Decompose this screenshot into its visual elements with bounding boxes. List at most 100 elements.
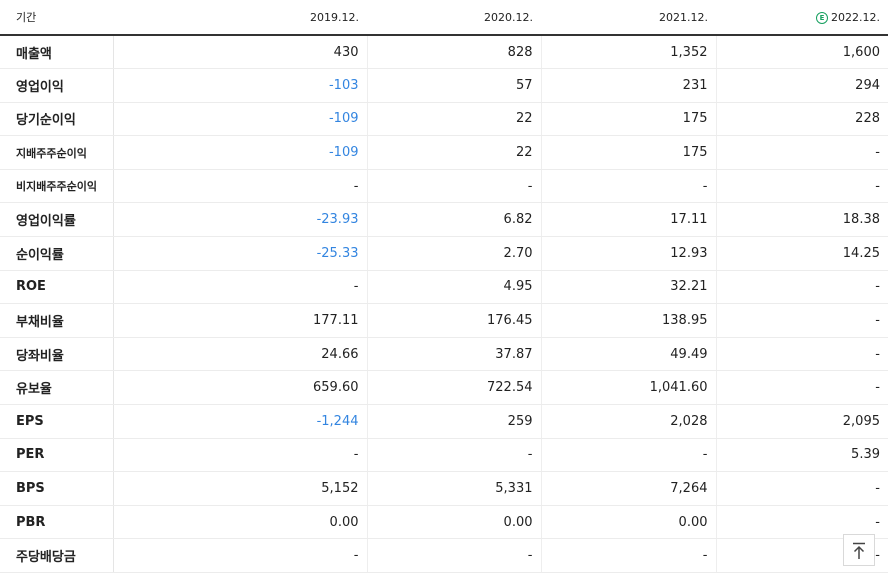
value-cell: 138.95 — [540, 303, 716, 338]
value-cell: - — [715, 505, 888, 540]
value-cell: 18.38 — [715, 202, 888, 238]
estimate-icon: E — [816, 11, 829, 24]
value-cell: 32.21 — [540, 270, 716, 305]
value-cell: 2,095 — [715, 404, 888, 439]
table-row: 지배주주순이익 -109 22 175- — [0, 135, 888, 170]
value-cell: 7,264 — [540, 471, 716, 506]
row-label: 영업이익 — [0, 68, 114, 103]
value-cell: - — [715, 303, 888, 338]
value-cell: - — [366, 169, 541, 204]
row-label: 영업이익률 — [0, 202, 114, 238]
value-cell: 828 — [366, 35, 541, 70]
row-label: 매출액 — [0, 35, 114, 70]
table-row: EPS -1,244 259 2,028 2,095 — [0, 404, 888, 439]
table-row: 당기순이익 -109 22 175 228 — [0, 102, 888, 137]
value-cell: 17.11 — [540, 202, 716, 238]
value-cell: - — [540, 538, 716, 573]
value-cell: - — [112, 438, 367, 473]
period-header-2022-label: 2022.12. — [831, 10, 880, 24]
value-cell: 1,041.60 — [540, 370, 716, 406]
value-cell: 24.66 — [112, 337, 367, 372]
value-cell: -23.93 — [112, 202, 367, 238]
scroll-top-button[interactable] — [843, 534, 875, 566]
value-cell: 6.82 — [366, 202, 541, 238]
value-cell: 2.70 — [366, 236, 541, 271]
value-cell: 231 — [540, 68, 716, 103]
value-cell: 22 — [366, 135, 541, 170]
row-label: 당좌비율 — [0, 337, 114, 372]
value-cell: 294 — [715, 68, 888, 103]
value-cell: - — [715, 169, 888, 204]
row-label: 주당배당금 — [0, 538, 114, 573]
value-cell: 1,352 — [540, 35, 716, 70]
table-row: 당좌비율 24.66 37.87 49.49- — [0, 337, 888, 372]
value-cell: - — [715, 135, 888, 170]
value-cell: - — [112, 270, 367, 305]
value-cell: 5,152 — [112, 471, 367, 506]
value-cell: 2,028 — [540, 404, 716, 439]
value-cell: - — [540, 438, 716, 473]
value-cell: 722.54 — [366, 370, 541, 406]
table-row: 영업이익률 -23.93 6.82 17.11 18.38 — [0, 202, 888, 238]
value-cell: 5,331 — [366, 471, 541, 506]
row-label: BPS — [0, 471, 114, 506]
value-cell: 659.60 — [112, 370, 367, 406]
table-row: 주당배당금 - - - - — [0, 538, 888, 573]
value-cell: 5.39 — [715, 438, 888, 473]
table-row: PBR 0.00 0.00 0.00- — [0, 505, 888, 540]
value-cell: 22 — [366, 102, 541, 137]
value-cell: - — [112, 169, 367, 204]
row-label: 부채비율 — [0, 303, 114, 338]
value-cell: -109 — [112, 135, 367, 170]
value-cell: 12.93 — [540, 236, 716, 271]
table-row: BPS 5,152 5,331 7,264- — [0, 471, 888, 506]
table-row: 영업이익 -103 57 231 294 — [0, 68, 888, 103]
period-header-2022-estimate: E 2022.12. — [716, 0, 888, 36]
value-cell: - — [715, 370, 888, 406]
value-cell: - — [715, 270, 888, 305]
table-row: 유보율 659.60 722.54 1,041.60- — [0, 370, 888, 406]
value-cell: -109 — [112, 102, 367, 137]
value-cell: 1,600 — [715, 35, 888, 70]
value-cell: 177.11 — [112, 303, 367, 338]
value-cell: - — [366, 438, 541, 473]
period-header-2019: 2019.12. — [113, 0, 367, 36]
period-header-label: 기간 — [0, 0, 113, 36]
value-cell: 228 — [715, 102, 888, 137]
value-cell: - — [540, 169, 716, 204]
value-cell: - — [715, 471, 888, 506]
value-cell: - — [715, 538, 888, 573]
row-label: PER — [0, 438, 114, 473]
value-cell: - — [366, 538, 541, 573]
row-label: 유보율 — [0, 370, 114, 406]
row-label: PBR — [0, 505, 114, 540]
value-cell: - — [112, 538, 367, 573]
value-cell: 57 — [366, 68, 541, 103]
value-cell: 259 — [366, 404, 541, 439]
value-cell: 0.00 — [540, 505, 716, 540]
value-cell: 175 — [540, 135, 716, 170]
row-label: 순이익률 — [0, 236, 114, 271]
value-cell: -103 — [112, 68, 367, 103]
table-row: 매출액 430 828 1,352 1,600 — [0, 35, 888, 70]
value-cell: 175 — [540, 102, 716, 137]
table-row: 비지배주주순이익 - - - - — [0, 169, 888, 204]
row-label: 당기순이익 — [0, 102, 114, 137]
value-cell: 4.95 — [366, 270, 541, 305]
row-label: EPS — [0, 404, 114, 439]
period-header-2021: 2021.12. — [541, 0, 716, 36]
row-label: ROE — [0, 270, 114, 305]
header-row: 기간 2019.12. 2020.12. 2021.12. E 2022.12. — [0, 0, 888, 36]
table-row: 순이익률 -25.33 2.70 12.93 14.25 — [0, 236, 888, 271]
period-header-2020: 2020.12. — [367, 0, 541, 36]
value-cell: 0.00 — [366, 505, 541, 540]
table-row: 부채비율 177.11 176.45 138.95- — [0, 303, 888, 338]
value-cell: 0.00 — [112, 505, 367, 540]
value-cell: 430 — [112, 35, 367, 70]
table-row: PER - - -5.39 — [0, 438, 888, 473]
value-cell: 37.87 — [366, 337, 541, 372]
value-cell: 14.25 — [715, 236, 888, 271]
row-label: 비지배주주순이익 — [0, 169, 114, 204]
arrow-up-to-top-icon — [853, 542, 865, 559]
